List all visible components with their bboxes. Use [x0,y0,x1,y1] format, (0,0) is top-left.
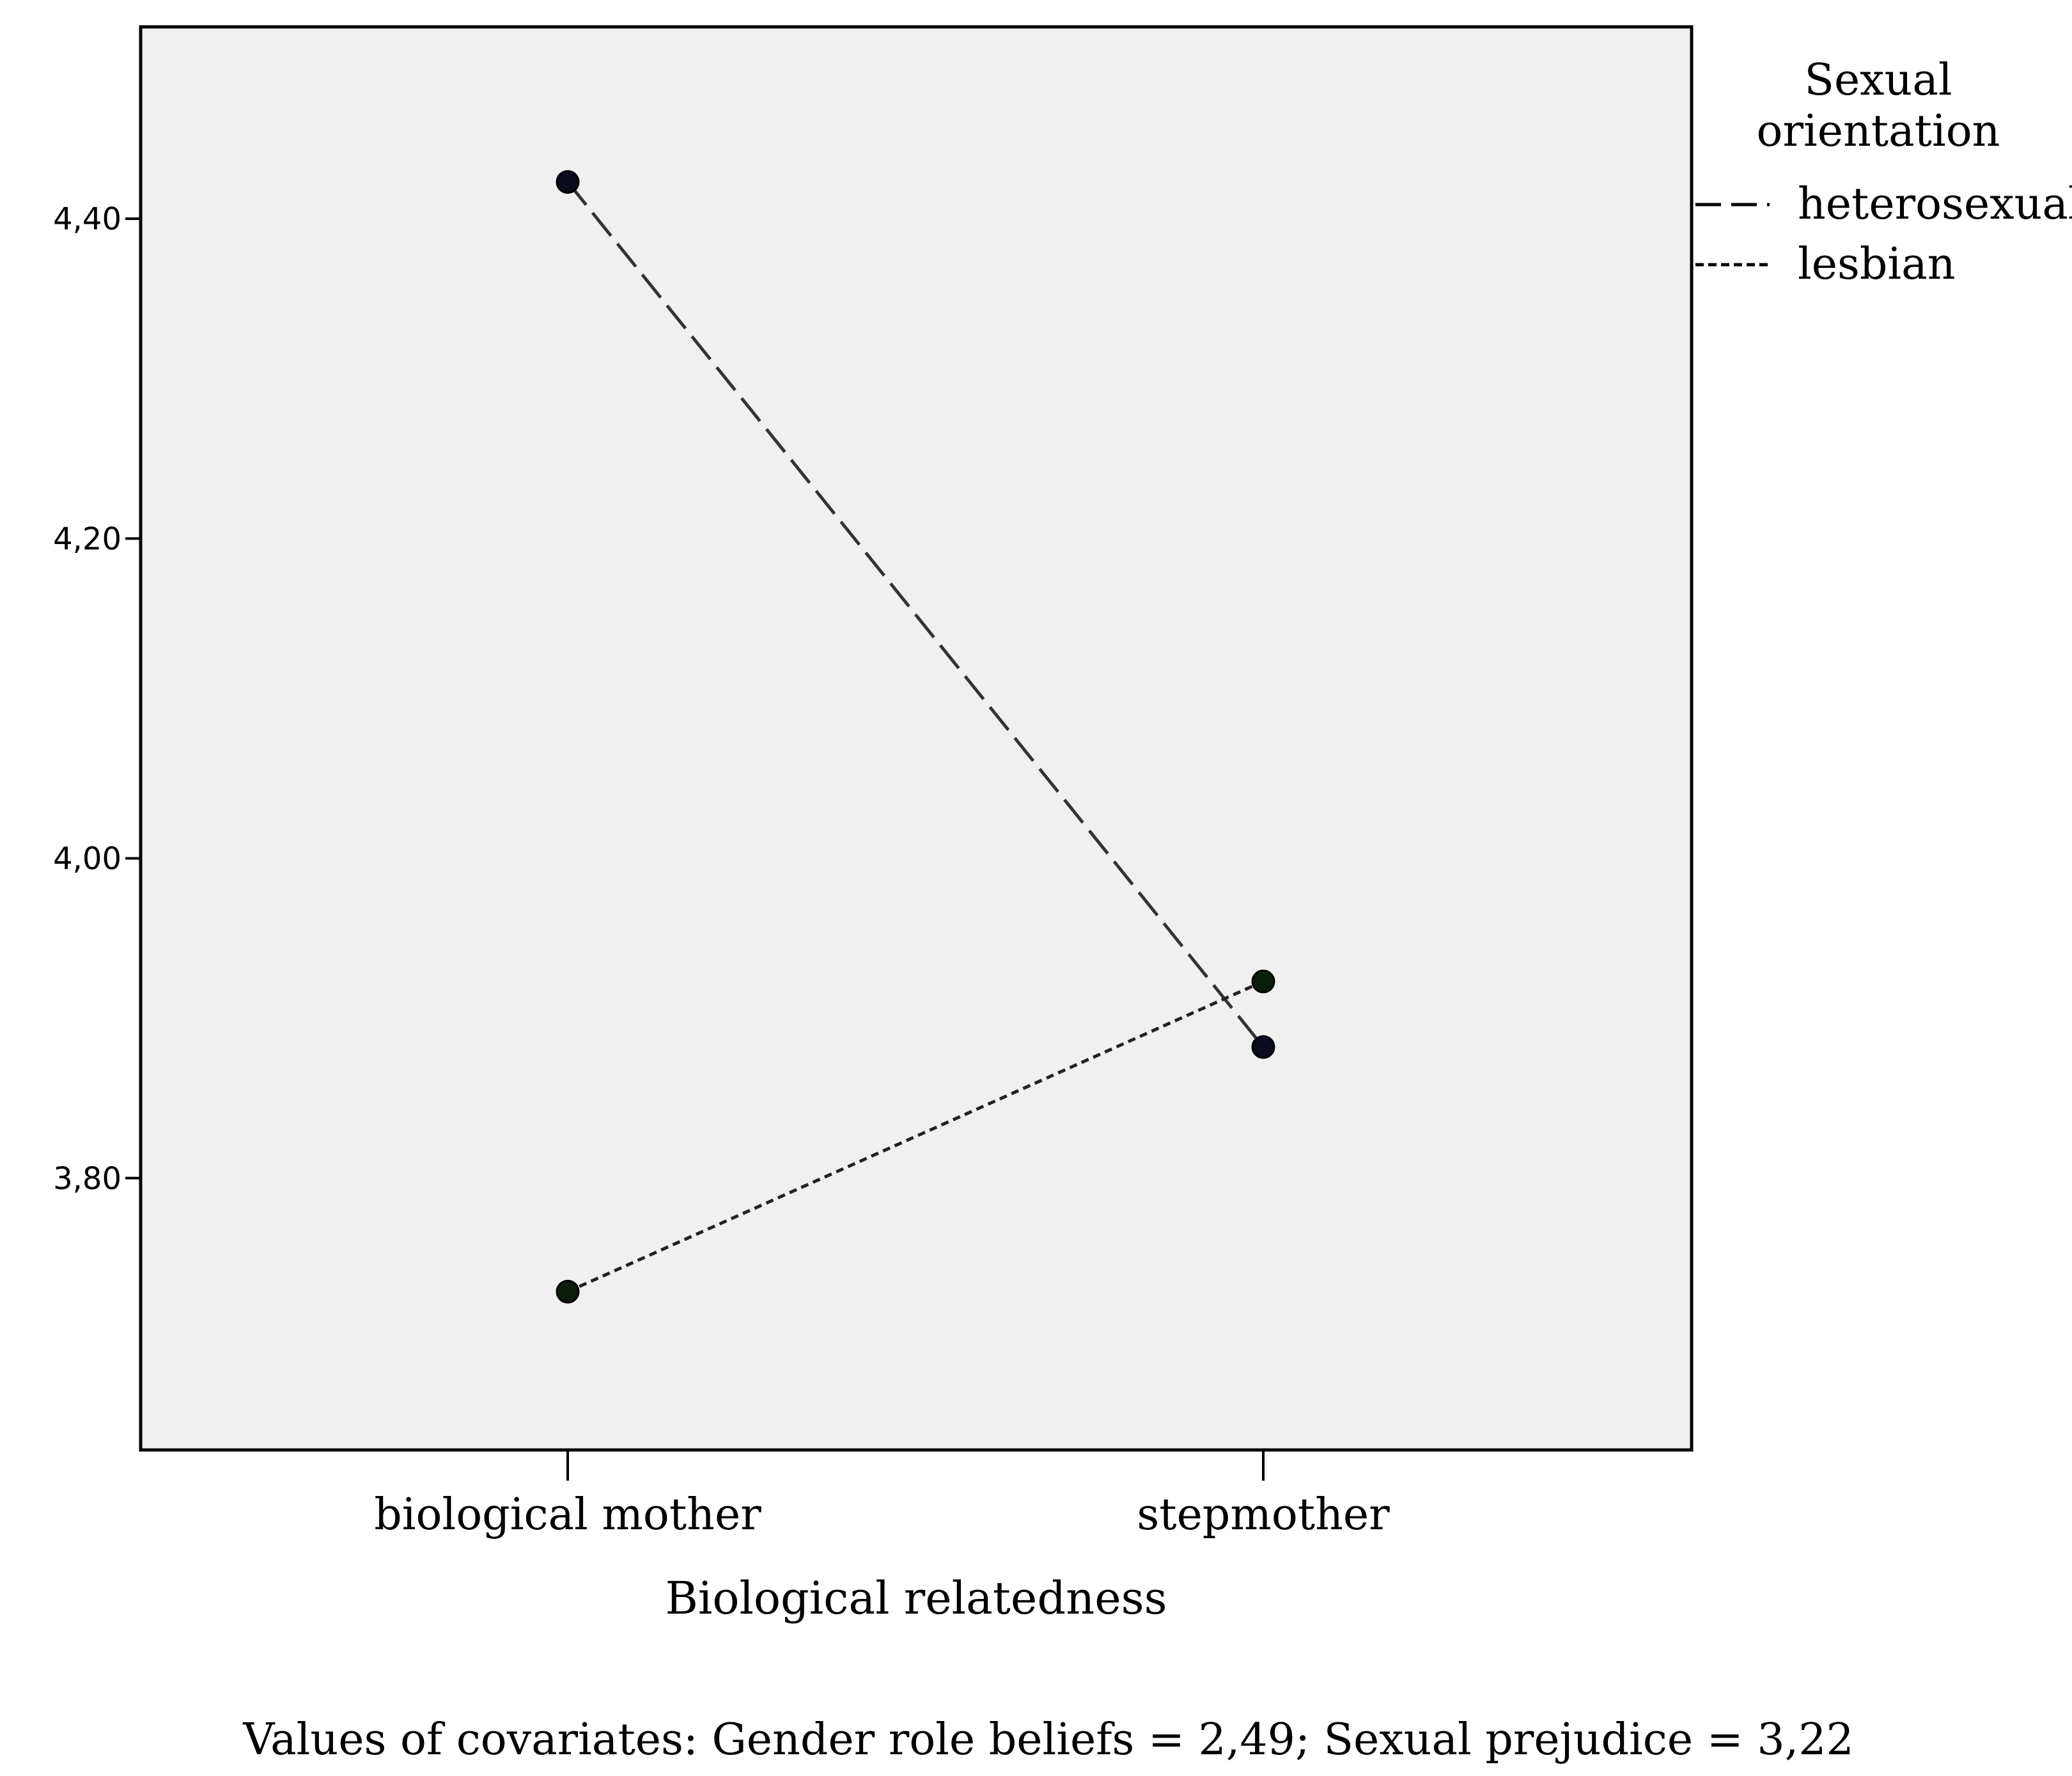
covariates-footnote: Values of covariates: Gender role belief… [242,1715,1853,1765]
y-tick-label: 4,00 [53,841,121,877]
legend: Sexual orientation heterosexual lesbian [1695,55,2072,290]
y-tick-label: 3,80 [53,1161,121,1197]
legend-title: orientation [1757,106,2000,157]
plot-area [139,25,1694,1452]
x-tick-label: stepmother [1137,1490,1390,1540]
series-line-heterosexual [566,181,1265,1048]
data-point-lesbian-1 [1251,969,1275,993]
y-tick-label: 4,40 [53,201,121,237]
x-axis-label: Biological relatedness [665,1572,1167,1624]
series-lines [566,181,1265,1293]
legend-title: Sexual [1804,55,1952,105]
legend-label-heterosexual: heterosexual [1798,179,2072,230]
y-tick-label: 4,20 [53,521,121,557]
x-tick-label: biological mother [374,1490,761,1540]
legend-label-lesbian: lesbian [1798,239,1956,290]
legend-items: heterosexual lesbian [1695,179,2072,290]
series-points [556,170,1275,1304]
y-axis: 3,80 4,00 4,20 4,40 [53,201,141,1197]
data-point-lesbian-0 [556,1279,580,1304]
x-axis: biological mother stepmother [374,1450,1390,1540]
data-point-heterosexual-1 [1251,1035,1275,1059]
data-point-heterosexual-0 [556,170,580,194]
